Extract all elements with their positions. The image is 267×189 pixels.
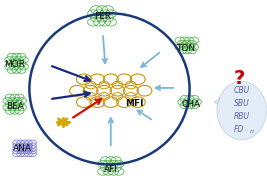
Text: FER: FER xyxy=(94,12,111,21)
Text: MOR: MOR xyxy=(4,60,25,69)
Text: RBU: RBU xyxy=(234,112,250,121)
Text: CHA: CHA xyxy=(181,100,201,109)
Text: SBU: SBU xyxy=(234,99,249,108)
Polygon shape xyxy=(214,98,220,104)
Text: ANA: ANA xyxy=(13,144,32,153)
Text: TON: TON xyxy=(176,44,195,53)
Text: AFI: AFI xyxy=(104,165,118,174)
Text: ?: ? xyxy=(233,69,245,88)
Text: CBU: CBU xyxy=(234,86,250,95)
Text: MFI: MFI xyxy=(125,98,144,108)
Text: BEA: BEA xyxy=(6,102,23,111)
Text: FD: FD xyxy=(233,125,244,134)
Ellipse shape xyxy=(217,81,266,140)
Text: n: n xyxy=(250,129,254,134)
